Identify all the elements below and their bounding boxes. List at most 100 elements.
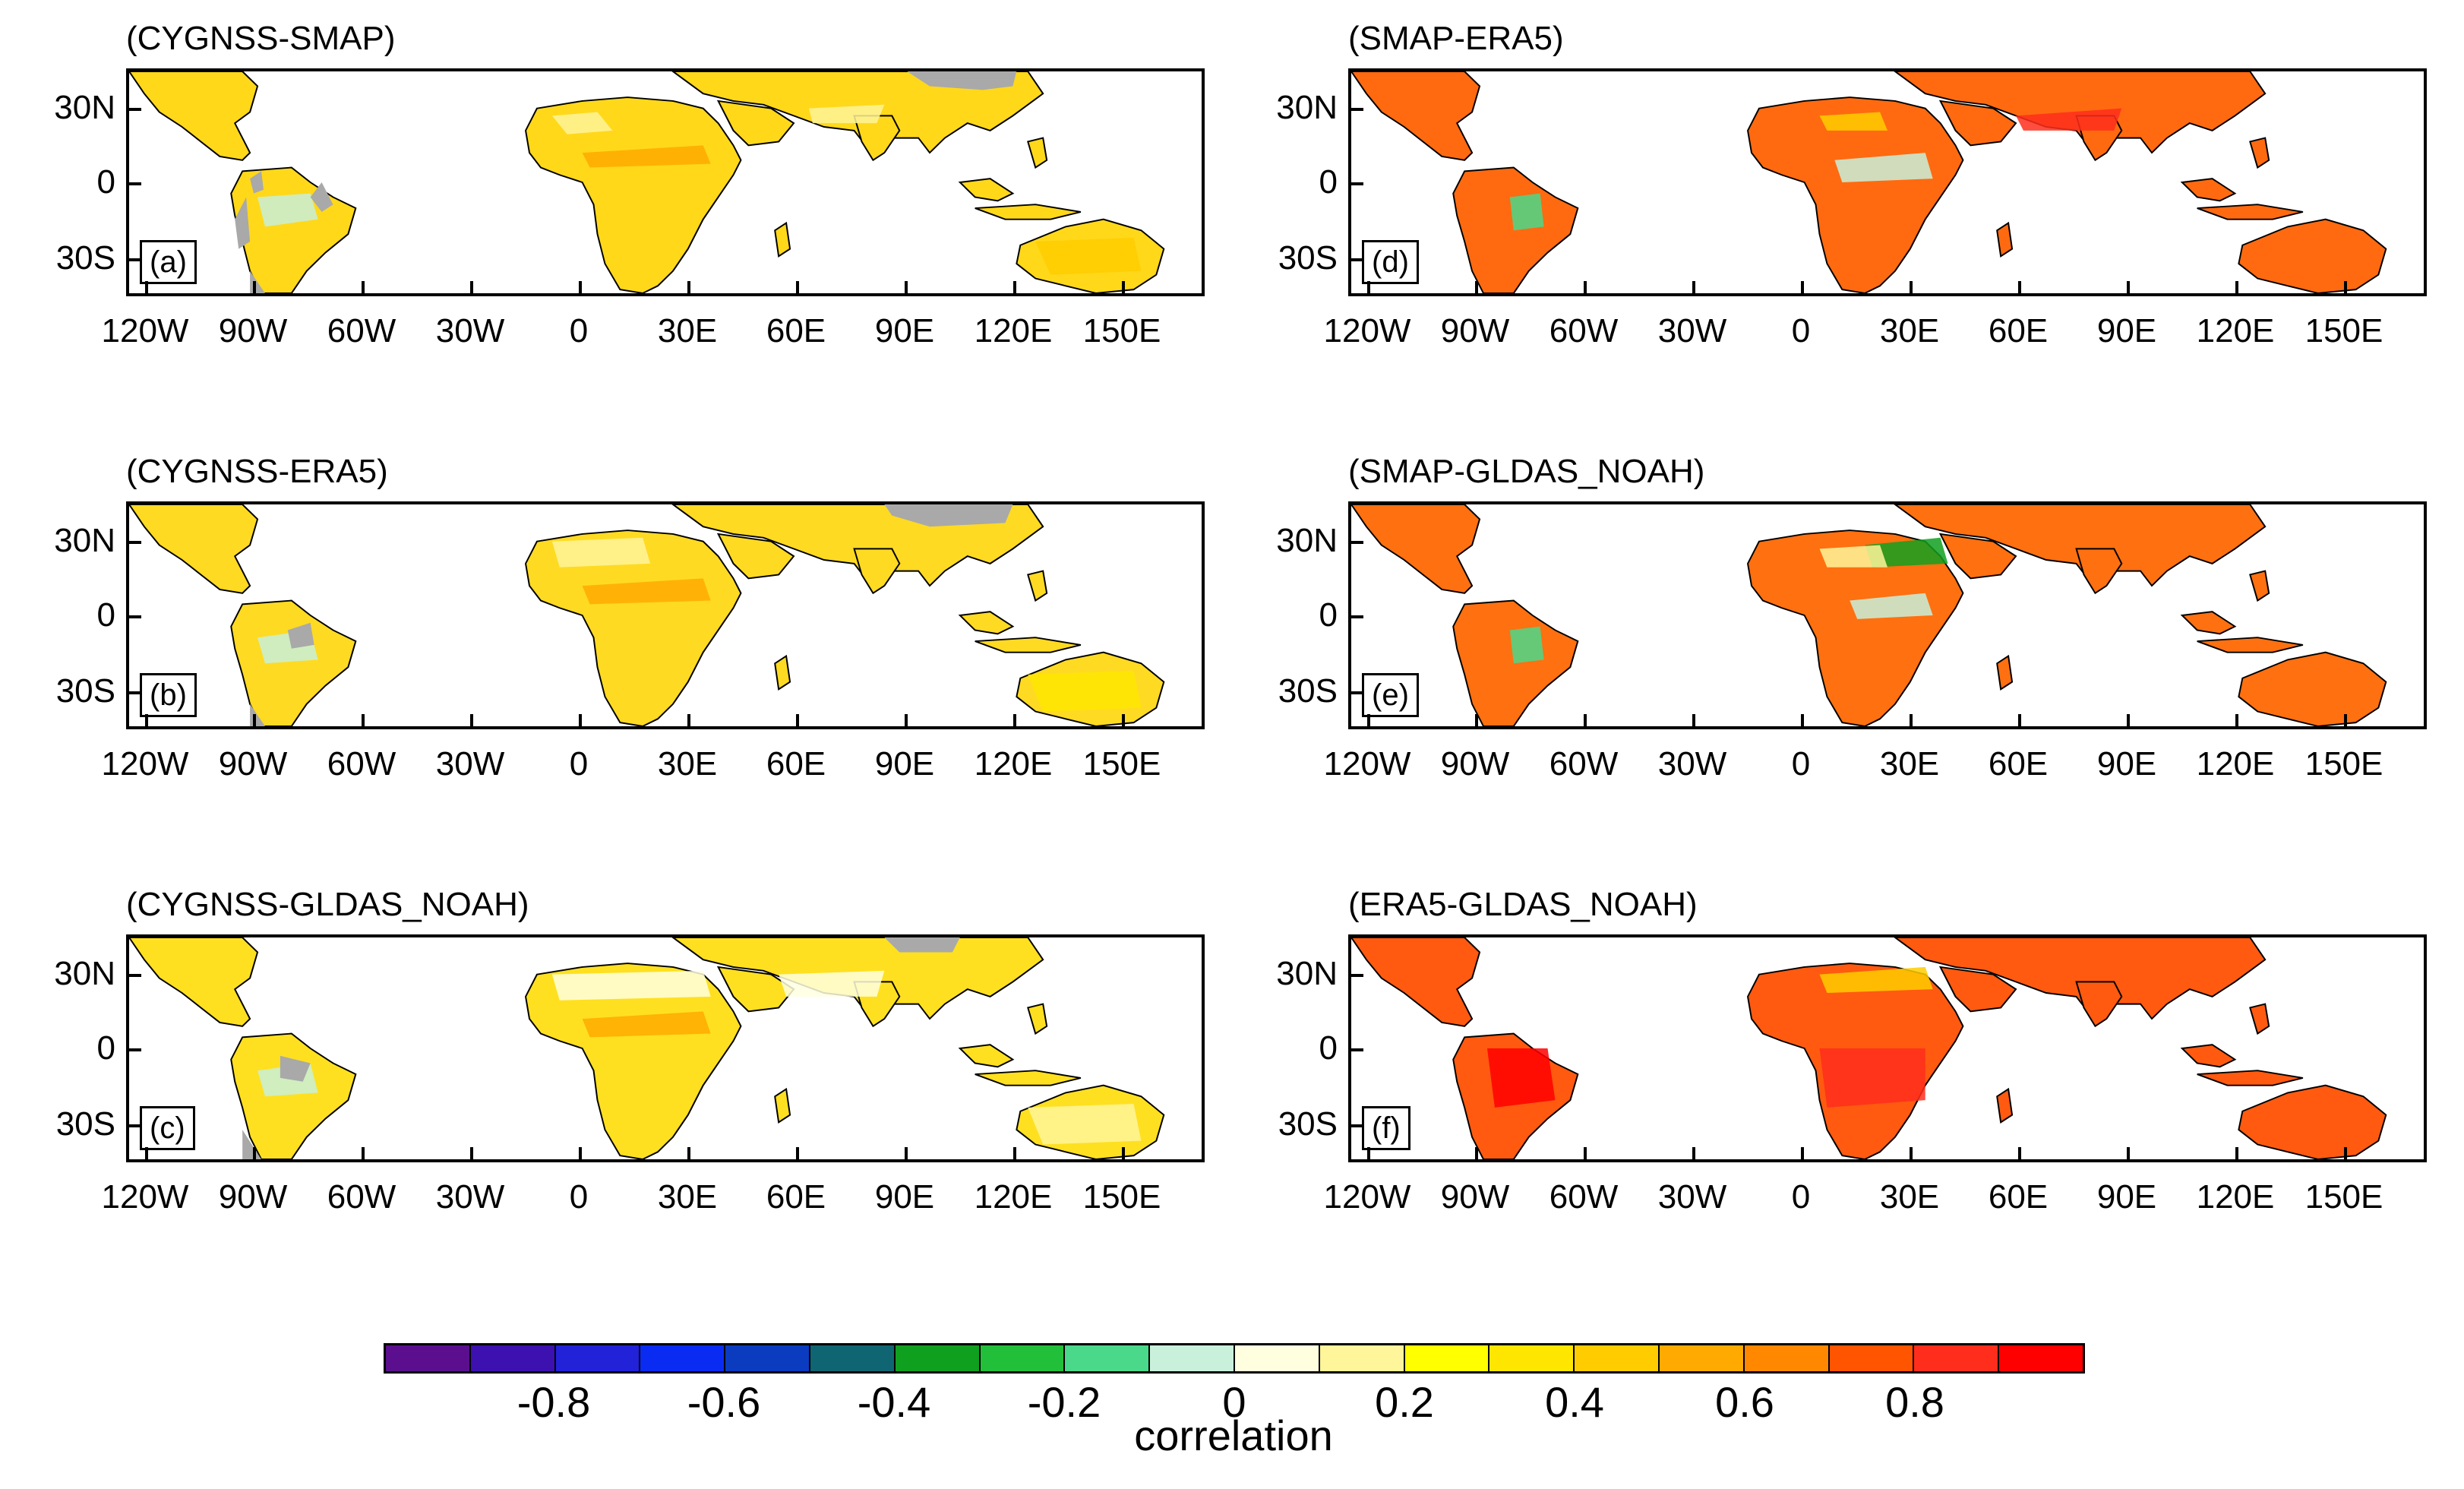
missing-data-patch xyxy=(310,182,333,212)
colorbar-tick-label: 0.2 xyxy=(1375,1378,1434,1426)
colorbar-cell xyxy=(725,1345,810,1371)
longitude-label: 60E xyxy=(1988,1178,2049,1216)
correlation-map xyxy=(1351,937,2387,1159)
philippines-landmass xyxy=(2249,137,2270,169)
longitude-label: 30E xyxy=(1879,312,1940,349)
philippines-landmass xyxy=(1027,137,1048,169)
longitude-label: 60W xyxy=(327,312,396,349)
latitude-label: 30S xyxy=(1278,239,1338,277)
longitude-tick xyxy=(1801,1147,1804,1159)
longitude-tick xyxy=(687,281,690,293)
missing-data-patch xyxy=(250,171,264,194)
longitude-label: 150E xyxy=(1082,1178,1161,1216)
arabia-landmass xyxy=(716,100,795,147)
longitude-label: 120W xyxy=(101,312,189,349)
longitude-tick xyxy=(145,281,148,293)
latitude-label: 30N xyxy=(1276,522,1338,559)
latitude-label: 30S xyxy=(55,672,115,710)
correlation-patch xyxy=(1819,545,1887,567)
samerica-landmass xyxy=(230,166,357,293)
correlation-patch xyxy=(1035,238,1142,275)
latitude-label: 0 xyxy=(96,163,115,201)
longitude-label: 0 xyxy=(1791,312,1811,349)
namerica-landmass xyxy=(1351,937,1481,1027)
correlation-patch xyxy=(1850,593,1933,619)
longitude-label: 120W xyxy=(1323,1178,1411,1216)
colorbar-cell xyxy=(1999,1345,2083,1371)
longitude-tick xyxy=(1910,281,1913,293)
longitude-tick xyxy=(145,714,148,726)
longitude-label: 30W xyxy=(435,1178,505,1216)
longitude-label: 60W xyxy=(1549,745,1619,782)
africa-landmass xyxy=(1747,96,1964,293)
longitude-tick xyxy=(687,1147,690,1159)
longitude-tick xyxy=(253,281,256,293)
latitude-tick xyxy=(129,691,141,694)
panel-label: (b) xyxy=(140,673,197,717)
longitude-tick xyxy=(1910,714,1913,726)
longitude-label: 60W xyxy=(1549,1178,1619,1216)
latitude-label: 0 xyxy=(96,1029,115,1067)
latitude-tick xyxy=(1351,1048,1363,1051)
seasia-landmass xyxy=(958,611,1015,635)
correlation-map xyxy=(1351,504,2387,726)
latitude-tick xyxy=(1351,1124,1363,1127)
correlation-patch xyxy=(1028,671,1142,712)
arabia-landmass xyxy=(1938,966,2017,1013)
longitude-tick xyxy=(1801,714,1804,726)
colorbar-cell xyxy=(1489,1345,1575,1371)
longitude-tick xyxy=(470,281,473,293)
colorbar xyxy=(384,1343,2085,1374)
longitude-label: 90W xyxy=(1440,745,1510,782)
panel-label: (e) xyxy=(1362,673,1419,717)
longitude-label: 30W xyxy=(1657,1178,1727,1216)
australia-landmass xyxy=(2238,651,2387,726)
longitude-label: 30W xyxy=(1657,312,1727,349)
correlation-map xyxy=(129,71,1165,293)
australia-landmass xyxy=(2238,1084,2387,1159)
namerica-landmass xyxy=(129,504,259,594)
correlation-map xyxy=(129,504,1165,726)
correlation-map xyxy=(129,937,1165,1159)
longitude-label: 150E xyxy=(2304,745,2383,782)
latitude-tick xyxy=(1351,974,1363,977)
panel-label: (d) xyxy=(1362,240,1419,284)
longitude-label: 120W xyxy=(1323,312,1411,349)
australia-landmass xyxy=(2238,218,2387,293)
latitude-tick xyxy=(129,541,141,544)
longitude-label: 150E xyxy=(2304,1178,2383,1216)
madagascar-landmass xyxy=(1996,654,2014,691)
panel-label: (f) xyxy=(1362,1106,1410,1150)
correlation-patch xyxy=(551,537,651,567)
longitude-label: 150E xyxy=(1082,745,1161,782)
colorbar-cell xyxy=(1914,1345,2000,1371)
longitude-tick xyxy=(362,714,365,726)
colorbar-cell xyxy=(895,1345,981,1371)
longitude-tick xyxy=(2127,1147,2130,1159)
correlation-patch xyxy=(1509,626,1544,664)
longitude-tick xyxy=(1475,1147,1478,1159)
philippines-landmass xyxy=(2249,1003,2270,1035)
latitude-label: 30N xyxy=(1276,955,1338,992)
longitude-label: 0 xyxy=(569,1178,589,1216)
longitude-tick xyxy=(1013,1147,1016,1159)
colorbar-tick-label: -0.6 xyxy=(687,1378,761,1426)
panel-title: (SMAP-GLDAS_NOAH) xyxy=(1348,453,1705,490)
latitude-tick xyxy=(129,1048,141,1051)
map-panel: (a) xyxy=(126,68,1205,296)
correlation-patch xyxy=(779,970,885,997)
longitude-tick xyxy=(796,714,799,726)
longitude-tick xyxy=(579,281,582,293)
correlation-patch xyxy=(1486,1048,1556,1108)
longitude-label: 120W xyxy=(101,1178,189,1216)
latitude-label: 30S xyxy=(55,1105,115,1143)
colorbar-cell xyxy=(1065,1345,1151,1371)
longitude-label: 30W xyxy=(435,312,505,349)
samerica-landmass xyxy=(1452,166,1579,293)
latitude-label: 30S xyxy=(55,239,115,277)
longitude-label: 60E xyxy=(766,312,826,349)
longitude-tick xyxy=(687,714,690,726)
colorbar-cell xyxy=(810,1345,896,1371)
missing-data-patch xyxy=(280,1055,311,1082)
colorbar-cell xyxy=(980,1345,1066,1371)
